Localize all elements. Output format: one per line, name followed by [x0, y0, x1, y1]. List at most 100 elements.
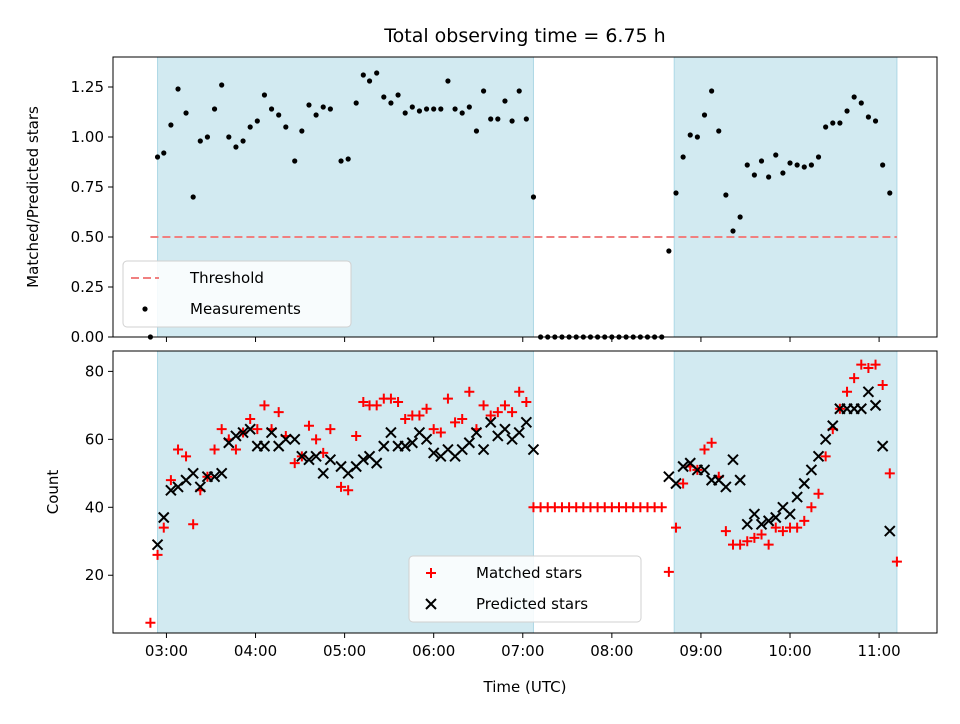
x-tick-label: 03:00: [145, 642, 188, 660]
data-point: [687, 132, 693, 138]
data-point: [673, 190, 679, 196]
data-point: [799, 515, 810, 526]
data-point: [261, 92, 268, 98]
data-point: [252, 424, 263, 435]
data-point: [677, 460, 689, 473]
data-point: [478, 400, 489, 411]
data-point: [466, 104, 472, 110]
data-point: [742, 536, 753, 547]
data-point: [247, 124, 253, 130]
data-point: [154, 154, 161, 160]
legend: Threshold Measurements: [122, 260, 352, 328]
data-point: [421, 403, 432, 414]
data-point: [268, 106, 275, 112]
data-point: [181, 451, 192, 462]
data-point: [706, 437, 717, 448]
data-point: [427, 447, 440, 459]
data-point: [435, 427, 446, 438]
shaded-interval-1: [673, 350, 898, 634]
data-point: [488, 116, 494, 122]
data-point: [869, 399, 882, 412]
data-point: [259, 400, 270, 411]
data-point: [844, 108, 850, 114]
data-point: [385, 426, 397, 439]
data-point: [197, 138, 203, 144]
series-measurements: [147, 70, 893, 340]
data-point: [748, 508, 761, 520]
data-point: [819, 433, 832, 446]
data-point: [374, 70, 380, 76]
data-point: [165, 475, 176, 486]
data-point: [877, 379, 888, 390]
data-point: [884, 468, 895, 479]
y-axis-label: Count: [44, 470, 62, 515]
legend-label: Matched stars: [476, 564, 582, 582]
data-point: [244, 423, 256, 435]
data-point: [168, 122, 174, 128]
data-point: [313, 112, 319, 118]
data-point: [792, 522, 803, 533]
data-point: [161, 150, 167, 156]
data-point: [215, 467, 228, 480]
data-point: [499, 423, 511, 435]
data-point: [784, 508, 796, 520]
data-point: [876, 440, 889, 452]
data-point: [296, 450, 308, 463]
data-point: [325, 424, 336, 435]
legend-swatch: [142, 306, 148, 312]
y-tick-label: 40: [85, 498, 104, 516]
data-point: [299, 128, 305, 134]
data-point: [670, 522, 681, 533]
data-point: [428, 424, 439, 435]
data-point: [208, 471, 221, 483]
data-point: [872, 118, 879, 124]
data-point: [855, 403, 867, 415]
data-point: [656, 502, 667, 513]
top-panel: 0.00 0.25 0.50 0.75 1.00 1.25 Matched/Predicte…: [24, 56, 938, 346]
data-point: [452, 106, 458, 112]
data-point: [366, 78, 373, 84]
data-point: [463, 437, 476, 449]
y-tick-label: 0.25: [71, 278, 104, 296]
data-point: [409, 104, 415, 110]
data-point: [343, 485, 354, 496]
data-point: [473, 128, 480, 134]
data-point: [492, 407, 503, 418]
data-point: [470, 426, 483, 439]
x-tick-label: 04:00: [234, 642, 277, 660]
y-tick-label: 1.25: [71, 78, 104, 96]
data-point: [431, 106, 437, 112]
data-point: [805, 464, 818, 476]
data-point: [303, 420, 314, 431]
data-point: [849, 373, 860, 384]
data-point: [727, 454, 739, 466]
data-point: [780, 170, 786, 176]
data-point: [414, 410, 425, 421]
data-point: [741, 518, 753, 530]
legend-swatch: [425, 598, 437, 610]
x-tick-label: 08:00: [590, 642, 633, 660]
data-point: [216, 424, 227, 435]
data-point: [438, 106, 444, 112]
data-point: [480, 88, 487, 94]
data-point: [678, 478, 689, 489]
data-point: [723, 192, 729, 198]
data-point: [502, 98, 508, 104]
data-point: [791, 491, 803, 503]
data-point: [276, 112, 282, 118]
data-point: [289, 433, 301, 446]
data-point: [320, 104, 326, 110]
data-point: [495, 116, 501, 122]
data-point: [457, 413, 468, 424]
data-point: [862, 386, 875, 398]
data-point: [310, 450, 322, 463]
data-point: [698, 464, 711, 476]
data-point: [735, 539, 746, 550]
data-point: [173, 444, 184, 455]
data-point: [226, 134, 232, 140]
data-point: [485, 410, 496, 421]
data-point: [385, 393, 396, 404]
data-point: [820, 451, 831, 462]
data-point: [145, 617, 156, 628]
data-point: [393, 396, 404, 407]
